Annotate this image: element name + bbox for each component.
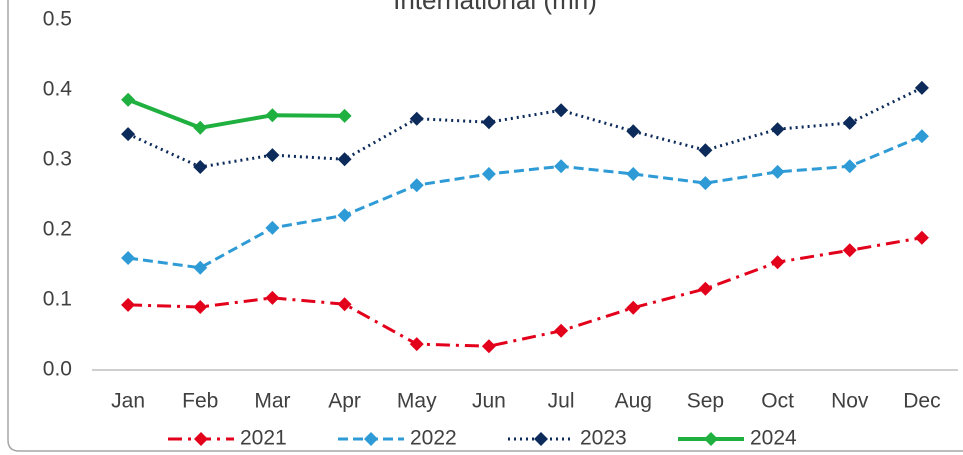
point-marker — [265, 108, 280, 123]
point-marker — [193, 260, 208, 275]
point-marker — [121, 92, 136, 107]
point-marker — [481, 339, 496, 354]
legend-label: 2024 — [750, 427, 797, 450]
point-marker — [337, 208, 352, 223]
x-tick-label: Mar — [254, 390, 290, 413]
point-marker — [409, 111, 424, 126]
point-marker — [626, 300, 641, 315]
legend-marker — [194, 432, 208, 446]
x-tick-label: May — [397, 390, 437, 413]
series-line — [127, 134, 923, 270]
series-line — [127, 97, 345, 130]
point-marker — [481, 167, 496, 181]
legend-label: 2021 — [240, 427, 287, 450]
point-marker — [121, 251, 136, 265]
series-line — [127, 86, 923, 169]
point-marker — [842, 115, 857, 130]
point-marker — [770, 255, 785, 270]
y-tick-label: 0.5 — [43, 8, 72, 31]
point-marker — [554, 323, 569, 338]
point-marker — [265, 148, 280, 163]
legend-label: 2023 — [580, 427, 627, 450]
point-marker — [770, 164, 785, 179]
point-marker — [698, 176, 713, 191]
point-marker — [554, 159, 569, 174]
point-marker — [337, 297, 352, 312]
series-line — [128, 236, 923, 348]
x-tick-label: Jan — [111, 390, 145, 413]
point-marker — [337, 108, 352, 123]
legend-marker — [364, 432, 378, 446]
point-marker — [554, 103, 569, 118]
point-marker — [193, 120, 208, 135]
point-marker — [914, 230, 929, 245]
legend-marker — [534, 432, 548, 446]
x-tick-label: Feb — [182, 390, 218, 413]
point-marker — [409, 178, 424, 193]
chart-frame — [7, 0, 963, 452]
y-tick-label: 0.1 — [43, 288, 72, 311]
x-tick-label: Dec — [903, 390, 940, 413]
x-tick-label: Apr — [328, 390, 361, 413]
legend-label: 2022 — [410, 427, 457, 450]
point-marker — [626, 167, 641, 181]
point-marker — [842, 159, 857, 174]
point-marker — [193, 300, 208, 314]
point-marker — [265, 290, 280, 305]
point-marker — [698, 281, 713, 296]
y-tick-label: 0.2 — [43, 218, 72, 241]
x-tick-label: Sep — [687, 390, 724, 413]
y-tick-label: 0.4 — [43, 78, 73, 101]
point-marker — [914, 129, 929, 144]
x-tick-label: Jun — [472, 390, 506, 413]
point-marker — [626, 124, 641, 139]
point-marker — [481, 115, 496, 130]
x-tick-label: Aug — [615, 390, 652, 413]
x-tick-label: Nov — [831, 390, 869, 413]
x-tick-label: Jul — [548, 390, 575, 413]
point-marker — [121, 127, 136, 142]
point-marker — [265, 220, 280, 235]
y-tick-label: 0.0 — [43, 358, 72, 381]
point-marker — [409, 337, 424, 352]
point-marker — [842, 243, 857, 258]
point-marker — [770, 122, 785, 137]
point-marker — [337, 152, 352, 167]
point-marker — [698, 143, 713, 158]
x-tick-label: Oct — [761, 390, 794, 413]
point-marker — [193, 160, 208, 174]
point-marker — [121, 297, 136, 312]
y-tick-label: 0.3 — [43, 148, 72, 171]
point-marker — [914, 80, 929, 95]
legend-marker — [704, 432, 718, 446]
chart-title: International (mn) — [393, 0, 597, 15]
